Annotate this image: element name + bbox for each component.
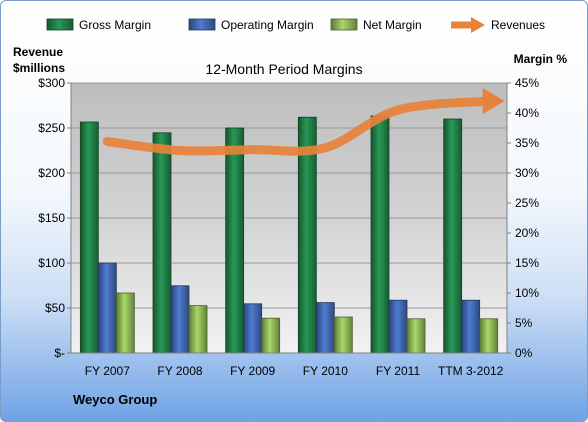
bar-net-margin [115,292,135,354]
legend-label: Revenues [491,18,545,32]
axes: $- $50 $100 $150 $200 $250 $300 0% 5% 10% 15% 20% 25… [38,76,539,378]
x-tick-label: FY 2008 [157,364,202,378]
right-tick-label: 15% [515,256,539,270]
right-tick-label: 10% [515,286,539,300]
legend-swatch-net-margin [330,18,358,31]
legend-label: Operating Margin [221,18,314,32]
left-tick-label: $150 [38,211,65,225]
bar-gross-margin [443,118,463,354]
bar-gross-margin [225,127,245,354]
right-tick-label: 35% [515,136,539,150]
bar-net-margin [261,317,281,354]
x-tick-label: FY 2007 [85,364,130,378]
left-tick-label: $300 [38,76,65,90]
legend-label: Gross Margin [79,18,151,32]
company-name: Weyco Group [73,392,157,407]
right-tick-label: 0% [515,346,533,360]
left-tick-label: $50 [45,301,65,315]
bar-gross-margin [370,115,390,354]
bar-net-margin [479,318,499,354]
bar-operating-margin [315,302,335,354]
right-tick-label: 5% [515,316,533,330]
left-tick-label: $200 [38,166,65,180]
right-tick-label: 45% [515,76,539,90]
legend-swatch-gross-margin [46,18,74,31]
x-tick-label: TTM 3-2012 [438,364,504,378]
legend-label: Net Margin [363,18,422,32]
bar-gross-margin [152,132,172,354]
left-tick-label: $250 [38,121,65,135]
legend-swatch-operating-margin [188,18,216,31]
right-tick-label: 25% [515,196,539,210]
legend: Gross Margin Operating Margin Net Margin Re… [46,17,545,33]
bar-net-margin [188,305,208,354]
right-tick-label: 40% [515,106,539,120]
right-axis-label: Margin % [514,52,568,66]
chart-title: 12-Month Period Margins [205,61,362,77]
left-tick-label: $- [54,346,65,360]
bar-gross-margin [79,121,99,354]
revenue-arrowhead [482,88,505,114]
revenue-line [102,88,505,156]
revenue-line-path [102,96,496,156]
bar-operating-margin [170,285,190,354]
x-tick-label: FY 2010 [303,364,348,378]
right-tick-label: 20% [515,226,539,240]
left-axis-label-line2: $millions [13,61,65,75]
left-tick-label: $100 [38,256,65,270]
bar-operating-margin [243,303,263,354]
bar-operating-margin [461,299,481,354]
x-tick-label: FY 2009 [230,364,275,378]
bar-operating-margin [388,299,408,354]
bar-operating-margin [97,262,117,354]
legend-arrow-revenues [471,17,485,33]
bar-net-margin [333,316,353,354]
left-axis-label-line1: Revenue [13,45,63,59]
bar-net-margin [406,318,426,354]
x-tick-label: FY 2011 [376,364,421,378]
right-tick-label: 30% [515,166,539,180]
